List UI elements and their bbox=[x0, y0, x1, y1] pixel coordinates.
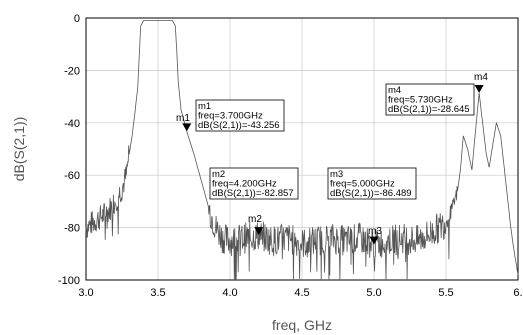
m1-readout-line3: dB(S(2,1))=-43.256 bbox=[198, 120, 280, 131]
m4-readout-line1: m4 bbox=[388, 85, 401, 96]
m3-readout-line1: m3 bbox=[330, 169, 343, 180]
x-axis-label: freq, GHz bbox=[272, 317, 332, 333]
x-tick-label: 6. bbox=[513, 287, 522, 299]
y-tick-label: -20 bbox=[64, 65, 80, 77]
m2-readout-line2: freq=4.200GHz bbox=[212, 179, 277, 190]
m4-readout-line3: dB(S(2,1))=-28.645 bbox=[388, 104, 470, 115]
y-tick-label: -60 bbox=[64, 170, 80, 182]
m4-readout-box bbox=[385, 83, 475, 116]
m2-label: m2 bbox=[248, 214, 262, 225]
y-tick-label: 0 bbox=[74, 13, 80, 25]
plot-frame bbox=[85, 17, 519, 281]
x-tick-label: 3.0 bbox=[78, 287, 93, 299]
y-tick-label: -80 bbox=[64, 223, 80, 235]
m1-label: m1 bbox=[176, 113, 190, 124]
y-tick-labels: 0 -20 -40 -60 -80 -100 bbox=[58, 13, 80, 287]
s21-trace bbox=[85, 20, 519, 281]
m1-readout-line1: m1 bbox=[198, 101, 211, 112]
m4-marker[interactable] bbox=[474, 85, 484, 94]
m4-readout-line2: freq=5.730GHz bbox=[388, 95, 453, 106]
m1-marker[interactable] bbox=[182, 123, 192, 132]
x-tick-label: 4.0 bbox=[222, 287, 237, 299]
m4-label: m4 bbox=[474, 72, 488, 83]
y-tick-label: -40 bbox=[64, 118, 80, 130]
m3-label: m3 bbox=[368, 226, 382, 237]
x-tick-label: 4.5 bbox=[294, 287, 309, 299]
y-tick-label: -100 bbox=[58, 275, 80, 287]
m1-readout-box bbox=[195, 99, 285, 132]
m3-readout-line2: freq=5.000GHz bbox=[330, 179, 395, 190]
m2-marker[interactable] bbox=[254, 227, 264, 236]
m3-readout-box bbox=[327, 167, 417, 200]
s21-line bbox=[85, 20, 519, 281]
marker-group: m1m1freq=3.700GHzdB(S(2,1))=-43.256m2m2f… bbox=[176, 72, 488, 245]
m2-readout-line3: dB(S(2,1))=-82.857 bbox=[212, 188, 294, 199]
x-tick-label: 3.5 bbox=[150, 287, 165, 299]
m2-readout-box bbox=[209, 167, 299, 200]
y-axis-label: dB(S(2,1)) bbox=[11, 117, 27, 182]
m2-readout-line1: m2 bbox=[212, 169, 225, 180]
m1-readout-line2: freq=3.700GHz bbox=[198, 111, 263, 122]
m3-readout-line3: dB(S(2,1))=-86.489 bbox=[330, 188, 412, 199]
x-tick-label: 5.0 bbox=[366, 287, 381, 299]
x-tick-label: 5.5 bbox=[438, 287, 453, 299]
x-tick-labels: 3.0 3.5 4.0 4.5 5.0 5.5 6. bbox=[78, 287, 522, 299]
m3-marker[interactable] bbox=[369, 236, 379, 245]
